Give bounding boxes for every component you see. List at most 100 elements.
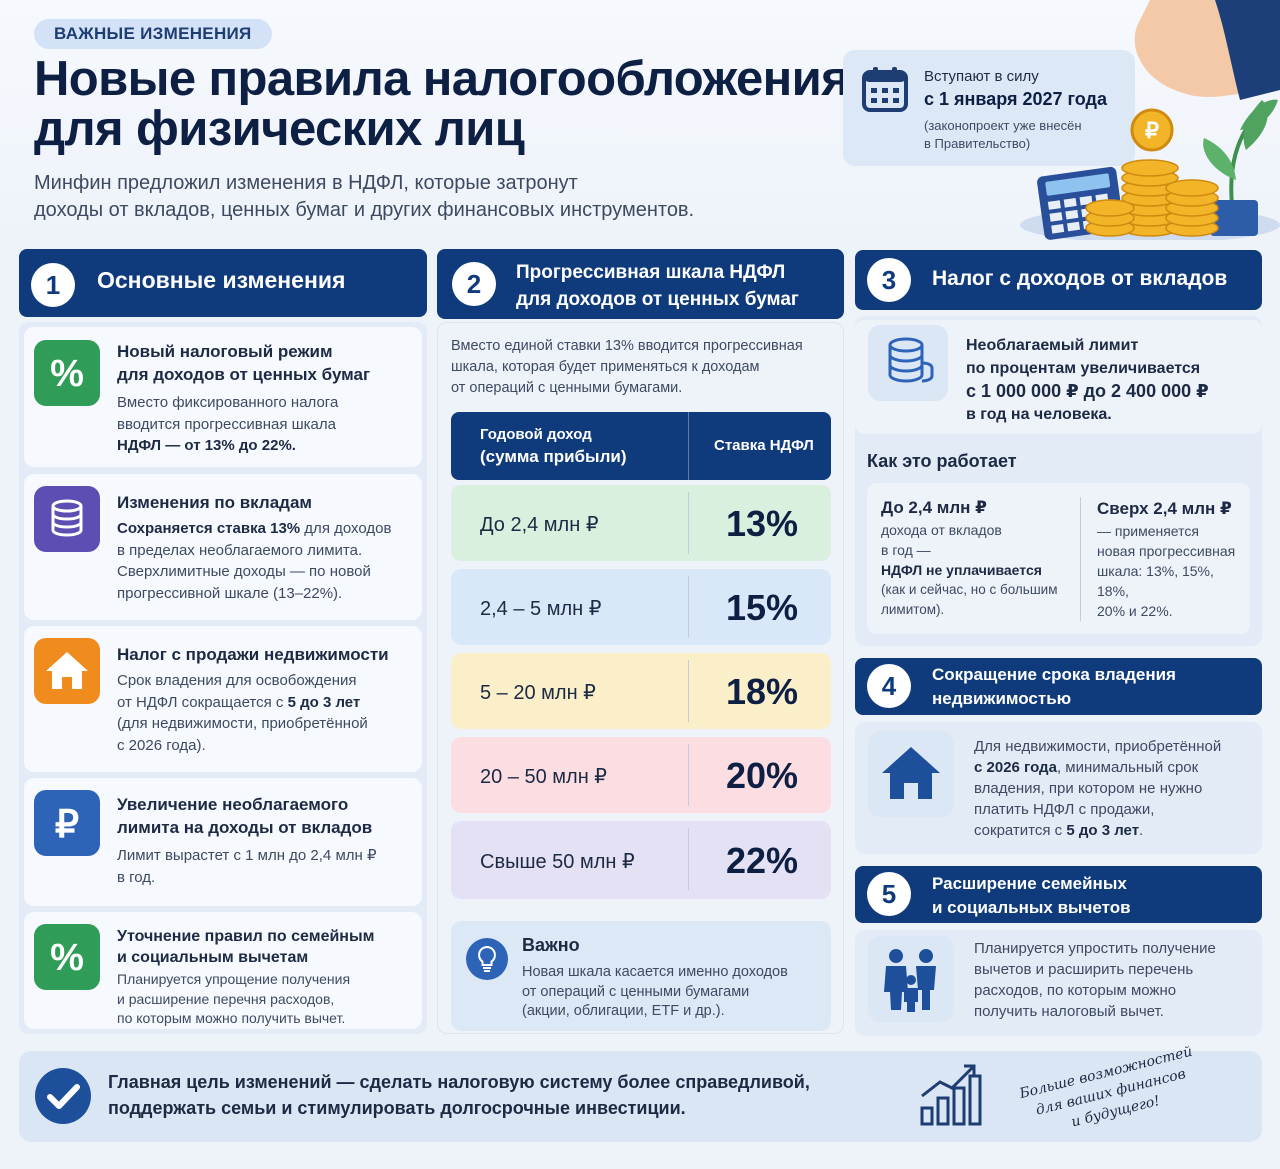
above-limit-block: Сверх 2,4 млн ₽ — применяется новая прог… [1097,497,1247,621]
percent-icon: % [34,340,100,406]
above-limit-line: — применяется [1097,523,1199,539]
item-desc: по которым можно получить вычет. [117,1010,346,1026]
effective-date: с 1 января 2027 года [924,89,1107,109]
section-3-header [855,250,1262,310]
section-2-header [437,249,844,319]
svg-text:%: % [50,353,84,395]
section-4-part: . [1139,822,1144,839]
item-title: Изменения по вкладам [117,493,312,512]
section-4-text: Для недвижимости, приобретённой с 2026 г… [974,736,1254,841]
section-1-header [19,249,427,317]
house-icon [868,731,954,817]
limit-line-1: Необлагаемый лимит [966,337,1139,354]
section-5-number: 5 [867,872,911,916]
below-limit-line: лимитом). [881,602,945,617]
item-deposit-changes: Изменения по вкладам Сохраняется ставка … [117,491,417,604]
svg-text:₽: ₽ [55,804,79,846]
item-desc: Сохраняется ставка 13% для доходов [117,518,417,540]
subtitle-line-2: доходы от вкладов, ценных бумаг и других… [34,199,695,221]
page-title: Новые правила налогообложения для физиче… [34,54,854,154]
section-4-title: Сокращение срока владения недвижимостью [932,663,1176,711]
item-desc: и расширение перечня расходов, [117,990,335,1007]
section-2-title-line-2: для доходов от ценных бумаг [516,289,799,310]
coins-hand-illustration: ₽ [1020,0,1280,240]
calendar-icon [862,67,908,112]
section-4-title-line-2: недвижимостью [932,689,1072,708]
income-range: Свыше 50 млн ₽ [480,851,635,873]
tax-rate: 20% [726,755,799,796]
table-header-divider [688,412,689,480]
note-line-1: Новая шкала касается именно доходов [522,964,788,980]
date-note: (законопроект уже внесён в Правительство… [924,117,1124,153]
income-range: 20 – 50 млн ₽ [480,766,608,788]
section-4-line: владения, при котором не нужно [974,780,1203,797]
how-it-works-card [867,483,1250,634]
item-desc: НДФЛ — от 13% до 22%. [117,437,296,454]
limit-text: Необлагаемый лимит по процентам увеличив… [966,334,1256,426]
section-4-title-line-1: Сокращение срока владения [932,665,1176,684]
column-header-income: Годовой доход (сумма прибыли) [480,424,626,468]
section-5-line: получить налоговый вычет. [974,1003,1164,1020]
item-desc: в пределах необлагаемого лимита. [117,541,363,559]
limit-line-3: с 1 000 000 ₽ до 2 400 000 ₽ [966,381,1209,401]
section-2-title: Прогрессивная шкала НДФЛ для доходов от … [516,259,799,313]
section-4-line: с 2026 года, минимальный срок [974,757,1254,778]
coins-icon [868,325,948,401]
section-4-rest: , минимальный срок [1056,759,1199,776]
column-header-rate: Ставка НДФЛ [714,437,814,454]
section-4-bold: с 2026 года [974,759,1057,776]
intro-line-1: Вместо единой ставки 13% вводится прогре… [451,338,803,354]
note-line-3: (акции, облигации, ETF и др.). [522,1003,725,1019]
item-desc: вводится прогрессивная шкала [117,415,336,433]
section-4-number: 4 [867,664,911,708]
below-limit-line: дохода от вкладов [881,522,1002,538]
table-row [451,569,831,645]
lightbulb-icon [466,938,508,980]
item-title: Уточнение правил по семейным [117,928,375,945]
income-range: 2,4 – 5 млн ₽ [480,598,602,620]
section-4-line: Для недвижимости, приобретённой [974,738,1222,755]
below-limit-line: НДФЛ не уплачивается [881,562,1042,578]
above-limit-line: шкала: 13%, 15%, 18%, [1097,563,1214,599]
family-icon [868,936,954,1022]
above-limit-line: новая прогрессивная [1097,543,1236,559]
section-5-line: Планируется упростить получение [974,940,1216,957]
note-line-2: от операций с ценными бумагами [522,983,750,1000]
svg-text:%: % [50,937,84,979]
footer-line-2: поддержать семьи и стимулировать долгоср… [108,1098,686,1118]
section-3-title: Налог с доходов от вкладов [932,267,1228,290]
section-2-title-line-1: Прогрессивная шкала НДФЛ [516,262,786,283]
how-it-works-heading: Как это работает [867,451,1017,471]
above-limit-line: 20% и 22%. [1097,603,1173,619]
intro-line-2: шкала, которая будет применяться к доход… [451,359,760,375]
below-limit-title: До 2,4 млн ₽ [881,498,987,517]
checkmark-icon [35,1068,91,1124]
table-row [451,737,831,813]
important-note [451,921,831,1031]
item-desc: прогрессивной шкале (13–22%). [117,584,343,602]
column-header-income-line-2: (сумма прибыли) [480,447,627,466]
section-5-title-line-1: Расширение семейных [932,874,1127,893]
table-row [451,485,831,561]
section-5-line: расходов, по которым можно [974,982,1177,999]
income-range: 5 – 20 млн ₽ [480,682,596,704]
table-row [451,821,831,899]
item-desc: с 2026 года). [117,736,206,754]
section-2-intro: Вместо единой ставки 13% вводится прогре… [451,336,831,399]
page-subtitle: Минфин предложил изменения в НДФЛ, котор… [34,170,754,224]
item-title: Увеличение необлагаемого [117,795,349,814]
item-deductions: Уточнение правил по семейным и социальны… [117,926,417,1029]
item-real-estate-tax: Налог с продажи недвижимости Срок владен… [117,643,417,756]
item-desc: Лимит вырастет с 1 млн до 2,4 млн ₽ [117,847,377,864]
date-line-1: Вступают в силу [924,68,1039,85]
table-row [451,653,831,729]
row-divider [688,660,689,722]
item-desc: Сверхлимитные доходы — по новой [117,563,371,580]
tax-rate: 22% [726,840,799,881]
intro-line-3: от операций с ценными бумагами. [451,380,683,396]
below-limit-line: в год — [881,542,931,558]
percent-icon: % [34,924,100,990]
item-title: Новый налоговый режим [117,342,333,361]
svg-text:₽: ₽ [1145,118,1159,143]
house-icon [34,638,100,704]
